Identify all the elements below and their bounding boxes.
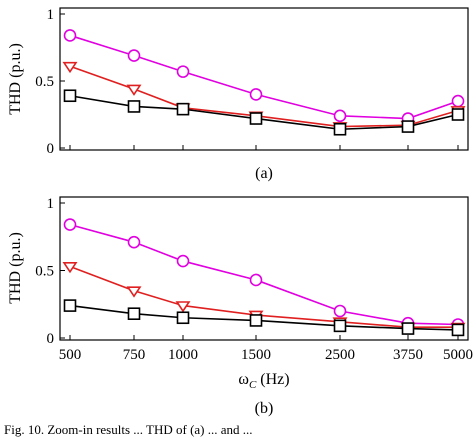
plot-frame-a <box>59 7 469 151</box>
xlabel-symbol: ω <box>238 371 249 388</box>
data-point-b-square-4 <box>333 319 347 333</box>
series-a-square <box>63 89 465 136</box>
ylabel-b: THD (p.u.) <box>7 232 24 304</box>
x-tick-label-6: 5000 <box>443 347 473 363</box>
x-tick-label-5: 3750 <box>393 347 423 363</box>
data-point-a-circle-0 <box>63 29 77 42</box>
chart-panel-b: THD (p.u.) 00.51 500 750 1000 1500 2500 3750 5… <box>7 196 473 417</box>
x-tick-label-0: 500 <box>59 347 82 363</box>
panel-label-a: (a) <box>255 165 273 182</box>
x-tick-labels-b: 500 750 1000 1500 2500 3750 5000 <box>59 347 473 363</box>
data-point-b-circle-4 <box>333 304 347 318</box>
y-ticks-a: 00.51 <box>35 7 459 157</box>
y-tick-label-b-1: 0.5 <box>35 264 54 280</box>
data-point-b-square-0 <box>63 299 77 312</box>
data-point-a-square-1 <box>127 100 141 113</box>
chart-panel-a: THD (p.u.) 00.51 (a) <box>7 7 469 182</box>
data-point-b-circle-3 <box>249 273 263 287</box>
y-tick-label-a-0: 0 <box>47 141 55 157</box>
y-tick-label-b-0: 0 <box>47 331 55 347</box>
data-point-a-square-3 <box>249 112 263 125</box>
series-group-a <box>62 29 466 136</box>
data-point-a-circle-4 <box>333 109 347 123</box>
data-point-a-triangle-down-1 <box>126 84 142 96</box>
series-a-circle <box>63 29 465 125</box>
x-tick-label-4: 2500 <box>325 347 355 363</box>
caption-fragment: Fig. 10. Zoom-in results ... THD of (a) … <box>4 422 253 437</box>
data-point-b-square-6 <box>451 323 465 337</box>
x-tick-label-1: 750 <box>123 347 146 363</box>
data-point-a-square-5 <box>401 120 415 133</box>
x-tick-label-3: 1500 <box>241 347 271 363</box>
data-point-b-triangle-down-0 <box>62 262 78 274</box>
data-point-b-square-3 <box>249 314 263 327</box>
series-b-circle <box>63 218 465 331</box>
x-tick-label-2: 1000 <box>168 347 198 363</box>
xlabel-b: ωC (Hz) <box>238 371 289 391</box>
y-tick-label-a-1: 0.5 <box>35 74 54 90</box>
plot-frame-b <box>59 196 469 341</box>
data-point-b-square-1 <box>127 307 141 321</box>
data-point-a-circle-3 <box>249 88 263 101</box>
y-ticks-b: 00.51 <box>35 196 459 347</box>
series-b-square <box>63 299 465 337</box>
y-tick-label-a-2: 1 <box>47 7 55 23</box>
data-point-a-square-2 <box>176 102 190 116</box>
data-point-b-circle-2 <box>176 254 190 268</box>
data-point-b-circle-1 <box>127 235 141 249</box>
data-point-a-triangle-down-0 <box>62 61 78 74</box>
panel-label-b: (b) <box>255 400 274 417</box>
data-point-b-circle-0 <box>63 218 77 231</box>
ylabel-a: THD (p.u.) <box>7 43 24 115</box>
y-tick-label-b-2: 1 <box>47 196 55 212</box>
data-point-a-square-4 <box>333 122 347 136</box>
series-group-b <box>62 218 466 337</box>
data-point-a-circle-1 <box>127 49 141 62</box>
data-point-b-square-2 <box>176 311 190 325</box>
xlabel-subscript: C <box>249 379 257 391</box>
data-point-a-square-0 <box>63 89 77 103</box>
data-point-b-triangle-down-2 <box>175 301 191 313</box>
data-point-b-triangle-down-1 <box>126 286 142 298</box>
xlabel-unit: (Hz) <box>256 371 289 388</box>
data-point-b-square-5 <box>401 322 415 335</box>
data-point-a-square-6 <box>451 108 465 121</box>
data-point-a-circle-2 <box>176 65 190 78</box>
data-point-a-circle-6 <box>451 94 465 108</box>
